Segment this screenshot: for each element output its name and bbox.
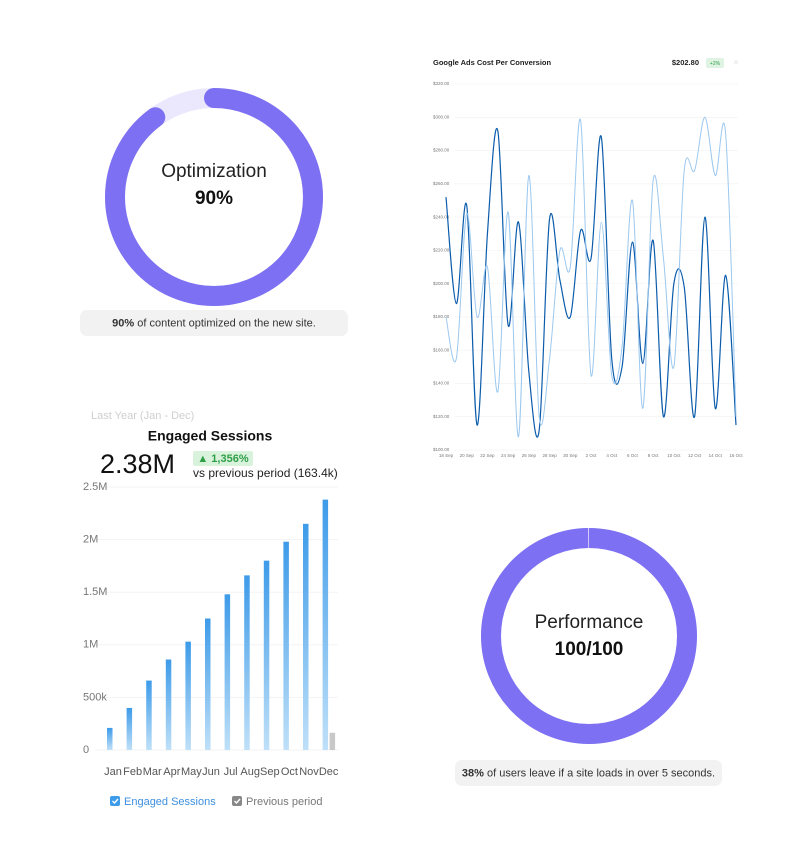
donut-title: Optimization: [161, 161, 267, 182]
y-tick-label: $120.00: [433, 414, 450, 419]
bar: [126, 707, 133, 750]
x-tick-label: 2 Oct: [586, 453, 598, 458]
caption-bold: 90%: [112, 317, 134, 329]
change: +2%: [710, 61, 721, 67]
legend-checkbox: [232, 796, 242, 806]
y-tick-label: 0: [83, 744, 89, 756]
x-tick-label: 10 Oct: [667, 453, 681, 458]
x-tick-label: Apr: [163, 766, 180, 778]
x-tick-label: 24 Sep: [501, 453, 516, 458]
x-tick-label: 14 Oct: [709, 453, 723, 458]
x-tick-label: 6 Oct: [627, 453, 639, 458]
y-tick-label: $200.00: [433, 281, 450, 286]
change: ▲ 1,356%: [197, 453, 248, 465]
legend-check: [234, 798, 241, 805]
y-tick-label: $160.00: [433, 347, 450, 352]
x-tick-label: 22 Sep: [480, 453, 495, 458]
x-tick-label: Oct: [281, 766, 298, 778]
x-tick-label: Sep: [260, 766, 280, 778]
donut-value: 90%: [195, 188, 233, 209]
y-tick-label: 1.5M: [83, 586, 107, 598]
x-tick-label: 26 Sep: [522, 453, 537, 458]
y-tick-label: $140.00: [433, 381, 450, 386]
caption: 90% of content optimized on the new site…: [112, 317, 316, 329]
x-tick-label: 28 Sep: [542, 453, 557, 458]
line-series: [445, 127, 737, 438]
legend-label: Previous period: [246, 796, 322, 808]
x-tick-label: Dec: [319, 766, 339, 778]
x-tick-label: Mar: [143, 766, 162, 778]
x-tick-label: 16 Oct: [729, 453, 743, 458]
change-badge: [193, 451, 253, 466]
x-tick-label: 30 Sep: [563, 453, 578, 458]
y-tick-label: $180.00: [433, 314, 450, 319]
bar: [263, 560, 270, 750]
y-tick-label: $220.00: [433, 248, 450, 253]
bar: [322, 499, 329, 750]
bar: [107, 727, 113, 750]
legend-label: Engaged Sessions: [124, 796, 216, 808]
y-tick-label: 500k: [83, 691, 107, 703]
y-tick-label: $320.00: [433, 81, 450, 86]
y-tick-label: $240.00: [433, 214, 450, 219]
line-series: [445, 116, 737, 438]
y-tick-label: $300.00: [433, 114, 450, 119]
bar: [146, 680, 152, 750]
change-badge: [706, 58, 724, 68]
headline: $202.80: [672, 58, 699, 67]
caption-text: of content optimized on the new site.: [134, 317, 316, 329]
y-tick-label: 1M: [83, 639, 98, 651]
x-tick-label: Jul: [224, 766, 238, 778]
x-tick-label: Nov: [299, 766, 319, 778]
caption: 38% of users leave if a site loads in ov…: [462, 767, 715, 779]
bar: [185, 641, 191, 750]
y-tick-label: $280.00: [433, 148, 450, 153]
x-tick-label: 4 Oct: [606, 453, 618, 458]
bar: [244, 575, 250, 750]
bar: [165, 659, 172, 750]
x-tick-label: 20 Sep: [460, 453, 475, 458]
x-tick-label: 8 Oct: [648, 453, 660, 458]
legend-check: [112, 798, 119, 805]
x-tick-label: 12 Oct: [688, 453, 702, 458]
close-icon[interactable]: ×: [734, 58, 739, 67]
caption-bold: 38%: [462, 767, 484, 779]
bar: [303, 523, 309, 750]
comparison: vs previous period (163.4k): [193, 466, 338, 480]
donut-arc: [481, 528, 697, 744]
y-tick-label: $100.00: [433, 447, 450, 452]
caption-pill: [80, 310, 348, 336]
x-tick-label: 18 Sep: [439, 453, 454, 458]
x-tick-label: May: [181, 766, 202, 778]
x-tick-label: Aug: [240, 766, 260, 778]
x-tick-label: Jun: [202, 766, 220, 778]
y-tick-label: $260.00: [433, 181, 450, 186]
bar: [283, 541, 289, 750]
bar: [205, 618, 211, 750]
x-tick-label: Jan: [104, 766, 122, 778]
caption-text: of users leave if a site loads in over 5…: [484, 767, 715, 779]
bar: [224, 594, 231, 750]
y-tick-label: 2.5M: [83, 481, 107, 493]
legend-checkbox: [110, 796, 120, 806]
donut-title: Performance: [535, 612, 644, 633]
chart-title: Google Ads Cost Per Conversion: [433, 58, 551, 67]
subtitle: Last Year (Jan - Dec): [91, 410, 194, 422]
donut-value: 100/100: [555, 639, 624, 660]
donut-arc: [105, 88, 323, 306]
bar: [329, 732, 336, 750]
caption-pill: [455, 760, 722, 786]
chart-title: Engaged Sessions: [148, 428, 273, 444]
y-tick-label: 2M: [83, 534, 98, 546]
headline: 2.38M: [100, 449, 175, 479]
x-tick-label: Feb: [123, 766, 142, 778]
